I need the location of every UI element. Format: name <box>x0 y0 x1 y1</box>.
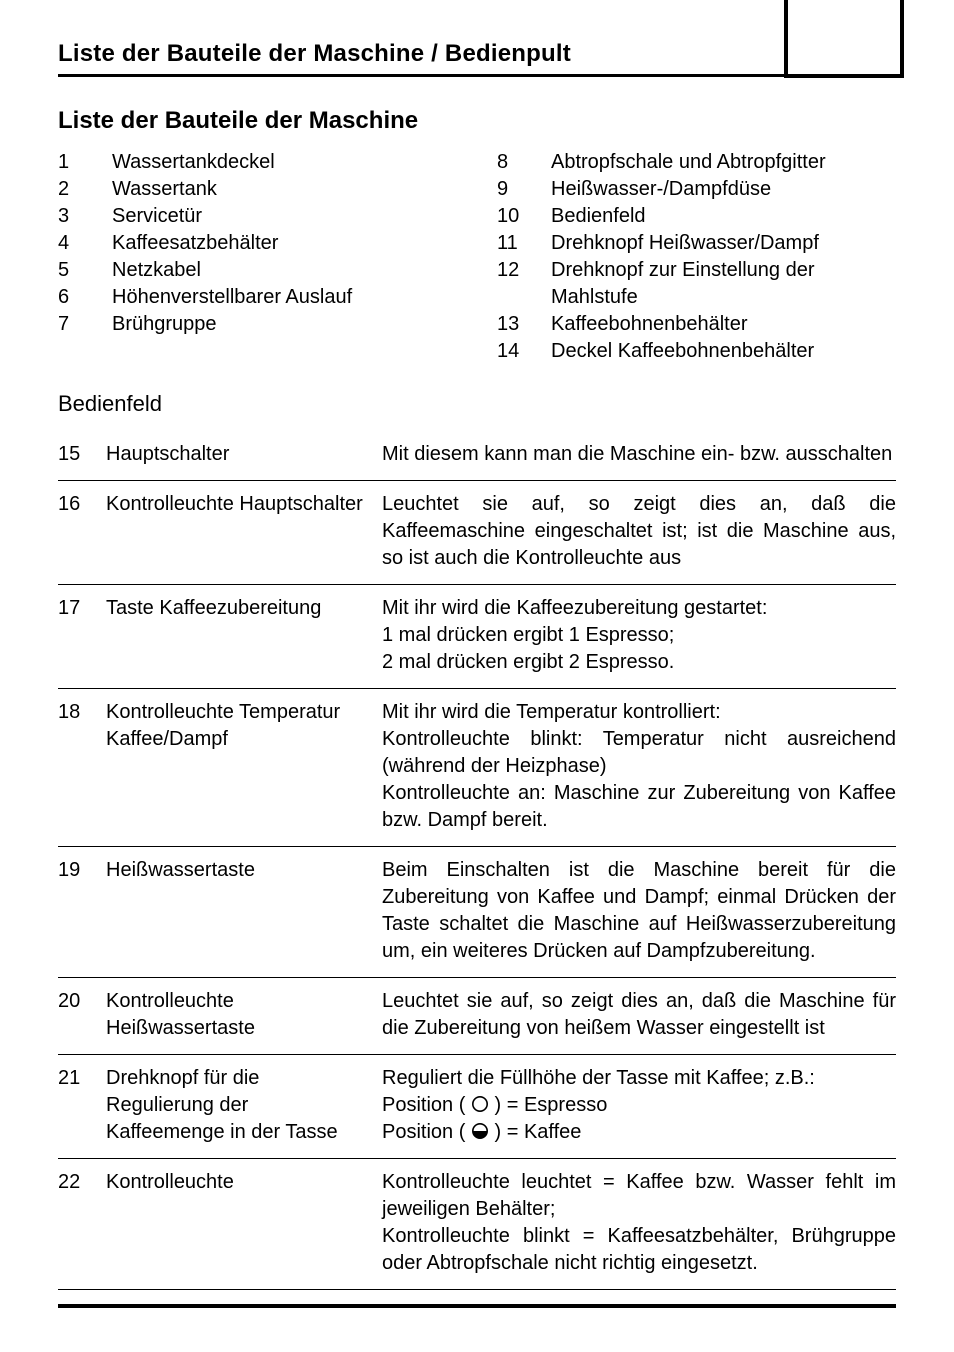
bedienfeld-number: 15 <box>58 441 88 468</box>
parts-row: 2Wassertank <box>58 176 457 203</box>
parts-row: 5Netzkabel <box>58 257 457 284</box>
bedienfeld-row: 19HeißwassertasteBeim Einschalten ist di… <box>58 847 896 978</box>
bedienfeld-heading: Bedienfeld <box>58 391 896 417</box>
bedienfeld-description: Mit diesem kann man die Maschine ein- bz… <box>382 441 896 468</box>
parts-number: 4 <box>58 230 112 257</box>
bedienfeld-term: Heißwassertaste <box>106 857 364 965</box>
bedienfeld-description: Leuchtet sie auf, so zeigt dies an, daß … <box>382 491 896 572</box>
bedienfeld-term: Kontrolleuchte <box>106 1169 364 1277</box>
parts-label: Servicetür <box>112 203 457 230</box>
parts-label: Wassertank <box>112 176 457 203</box>
parts-number: 5 <box>58 257 112 284</box>
bedienfeld-description: Kontrolleuchte leuchtet = Kaffee bzw. Wa… <box>382 1169 896 1277</box>
bedienfeld-row: 20 Kontrolleuchte Heißwassertaste Leuchtet… <box>58 978 896 1055</box>
bedienfeld-description: Mit ihr wird die Temperatur kontrolliert… <box>382 699 896 834</box>
parts-number: 9 <box>497 176 551 203</box>
bedienfeld-description: Mit ihr wird die Kaffeezubereitung gesta… <box>382 595 896 676</box>
parts-row: 13Kaffeebohnenbehälter <box>497 311 896 338</box>
parts-number: 7 <box>58 311 112 338</box>
parts-number: 10 <box>497 203 551 230</box>
bedienfeld-term: Hauptschalter <box>106 441 364 468</box>
parts-row: 11Drehknopf Heißwasser/Dampf <box>497 230 896 257</box>
parts-label: Kaffeebohnenbehälter <box>551 311 896 338</box>
bedienfeld-number: 16 <box>58 491 88 572</box>
parts-row: 9Heißwasser-/Dampfdüse <box>497 176 896 203</box>
bedienfeld-number: 20 <box>58 988 88 1042</box>
bedienfeld-term: Kontrolleuchte Temperatur Kaffee/Dampf <box>106 699 364 834</box>
parts-col-left: 1Wassertankdeckel2Wassertank3Servicetür4… <box>58 149 457 365</box>
bedienfeld-table: 15 Hauptschalter Mit diesem kann man die M… <box>58 431 896 1290</box>
parts-label: Netzkabel <box>112 257 457 284</box>
bedienfeld-number: 18 <box>58 699 88 834</box>
parts-row: 14Deckel Kaffeebohnenbehälter <box>497 338 896 365</box>
page-footer-rule <box>58 1304 896 1308</box>
bedienfeld-row: 16Kontrolleuchte HauptschalterLeuchtet s… <box>58 481 896 585</box>
parts-label: Kaffeesatzbehälter <box>112 230 457 257</box>
parts-label: Wassertankdeckel <box>112 149 457 176</box>
parts-number: 11 <box>497 230 551 257</box>
parts-number: 14 <box>497 338 551 365</box>
parts-number: 3 <box>58 203 112 230</box>
parts-row: 3Servicetür <box>58 203 457 230</box>
parts-label: Höhenverstellbarer Auslauf <box>112 284 457 311</box>
corner-crop-marks <box>784 0 904 78</box>
bedienfeld-description: Reguliert die Füllhöhe der Tasse mit Kaf… <box>382 1065 896 1146</box>
page-header: Liste der Bauteile der Maschine / Bedien… <box>58 40 896 77</box>
parts-number: 13 <box>497 311 551 338</box>
parts-row: 1Wassertankdeckel <box>58 149 457 176</box>
parts-number: 8 <box>497 149 551 176</box>
parts-label: Abtropfschale und Abtropfgitter <box>551 149 896 176</box>
bedienfeld-number: 17 <box>58 595 88 676</box>
bedienfeld-row: 15 Hauptschalter Mit diesem kann man die M… <box>58 431 896 481</box>
page-title: Liste der Bauteile der Maschine / Bedien… <box>58 40 896 68</box>
bedienfeld-term: Taste Kaffeezubereitung <box>106 595 364 676</box>
parts-row: 12Drehknopf zur Einstellung der Mahlstuf… <box>497 257 896 311</box>
bedienfeld-row: 22KontrolleuchteKontrolleuchte leuchtet … <box>58 1159 896 1290</box>
bedienfeld-row: 21Drehknopf für die Regulierung der Kaff… <box>58 1055 896 1159</box>
parts-label: Heißwasser-/Dampfdüse <box>551 176 896 203</box>
parts-row: 7Brühgruppe <box>58 311 457 338</box>
bedienfeld-number: 21 <box>58 1065 88 1146</box>
bedienfeld-term: Kontrolleuchte Heißwassertaste <box>106 988 364 1042</box>
bedienfeld-description: Leuchtet sie auf, so zeigt dies an, daß … <box>382 988 896 1042</box>
parts-col-right: 8Abtropfschale und Abtropfgitter9Heißwas… <box>497 149 896 365</box>
bedienfeld-row: 17Taste KaffeezubereitungMit ihr wird di… <box>58 585 896 689</box>
parts-number: 1 <box>58 149 112 176</box>
parts-row: 6Höhenverstellbarer Auslauf <box>58 284 457 311</box>
bedienfeld-term: Kontrolleuchte Hauptschalter <box>106 491 364 572</box>
bedienfeld-number: 22 <box>58 1169 88 1277</box>
parts-number: 12 <box>497 257 551 311</box>
bedienfeld-number: 19 <box>58 857 88 965</box>
parts-label: Bedienfeld <box>551 203 896 230</box>
parts-label: Deckel Kaffeebohnenbehälter <box>551 338 896 365</box>
parts-row: 4Kaffeesatzbehälter <box>58 230 457 257</box>
parts-row: 10Bedienfeld <box>497 203 896 230</box>
bedienfeld-term: Drehknopf für die Regulierung der Kaffee… <box>106 1065 364 1146</box>
bedienfeld-row: 18Kontrolleuchte Temperatur Kaffee/Dampf… <box>58 689 896 847</box>
parts-number: 2 <box>58 176 112 203</box>
parts-label: Brühgruppe <box>112 311 457 338</box>
parts-columns: 1Wassertankdeckel2Wassertank3Servicetür4… <box>58 149 896 365</box>
bedienfeld-description: Beim Einschalten ist die Maschine bereit… <box>382 857 896 965</box>
parts-row: 8Abtropfschale und Abtropfgitter <box>497 149 896 176</box>
parts-number: 6 <box>58 284 112 311</box>
parts-label: Drehknopf zur Einstellung der Mahlstufe <box>551 257 896 311</box>
parts-heading: Liste der Bauteile der Maschine <box>58 107 896 135</box>
parts-label: Drehknopf Heißwasser/Dampf <box>551 230 896 257</box>
